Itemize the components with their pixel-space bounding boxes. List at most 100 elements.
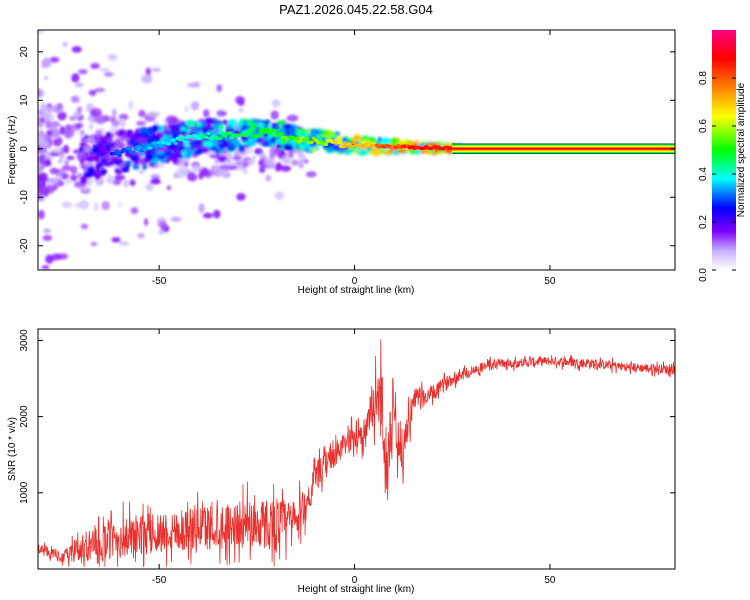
spectrogram-cell [101, 146, 106, 152]
spectrogram-noise-blob [254, 147, 264, 155]
spectrogram-noise-blob [45, 157, 51, 165]
spectrogram-cell [127, 129, 133, 134]
spectrogram-noise-blob [158, 229, 165, 235]
spectrogram-noise-blob [137, 232, 145, 239]
spectrogram-noise-blob [119, 241, 130, 246]
spectrogram-frame [37, 29, 676, 271]
spectrogram-noise-blob [45, 119, 51, 129]
spectrogram-cell [408, 148, 415, 152]
spectrogram-cell [96, 151, 107, 157]
spectrogram-cell [178, 131, 189, 135]
spectrogram-cell [414, 149, 421, 156]
spectrogram-noise-blob [64, 159, 70, 166]
spectrogram-cell [100, 158, 109, 162]
spectrogram-cell [298, 143, 305, 149]
spectrogram-cell [321, 134, 329, 138]
spectrogram-ridge-cell [294, 136, 301, 141]
spectrogram-noise-blob [94, 87, 106, 93]
spectrogram-noise-blob [41, 265, 50, 270]
spectrogram-noise-blob [235, 95, 245, 105]
spectrogram-noise-blob [57, 111, 67, 121]
spectrogram-noise-blob [42, 57, 52, 68]
spectrogram-cell [150, 133, 157, 141]
spectrogram-cell [85, 155, 96, 163]
spectrogram-noise-blob [271, 99, 281, 108]
spectrogram-noise-blob [79, 129, 86, 136]
spectrogram-noise-blob [69, 115, 77, 121]
spectrogram-noise-blob [216, 84, 223, 93]
spectrogram-cell [147, 127, 154, 135]
spectrogram-ylabel: Frequency (Hz) [7, 116, 18, 185]
spectrogram-cell [95, 134, 100, 143]
spectrogram-cell [295, 128, 306, 133]
spectrogram-cell [138, 136, 147, 143]
spectrogram-noise-blob [73, 149, 80, 154]
spectrogram-noise-blob [144, 218, 149, 227]
spectrogram-noise-blob [175, 168, 187, 179]
spectrogram-cell [380, 149, 386, 154]
spectrogram-ridge-cell [297, 139, 303, 144]
spectrogram-noise-blob [141, 74, 153, 84]
spectrogram-ridge-cell [116, 153, 122, 157]
spectrogram-ridge-cell [165, 142, 172, 146]
snr-xlabel: Height of straight line (km) [298, 584, 415, 595]
spectrogram-cell [120, 135, 126, 141]
spectrogram-noise-blob [216, 155, 228, 162]
spectrogram-noise-blob [99, 67, 110, 73]
spectrogram-cell [226, 124, 233, 129]
spectrogram-noise-blob [183, 161, 189, 168]
spectrogram-cell [221, 119, 230, 125]
spectrogram-cell [106, 144, 111, 150]
spectrogram-cell [83, 145, 92, 153]
spectrogram-noise-blob [71, 45, 82, 53]
spectrogram-cell [156, 150, 164, 155]
spectrogram-cell [174, 125, 181, 133]
spectrogram-ytick-label: -20 [19, 238, 30, 253]
spectrogram-cell [85, 169, 94, 178]
spectrogram-noise-blob [247, 159, 256, 166]
spectrogram-noise-blob [265, 174, 272, 182]
spectrogram-cell [144, 157, 150, 163]
spectrogram-noise-blob [46, 130, 53, 136]
spectrogram-cell [390, 137, 399, 145]
spectrogram-noise-blob [103, 71, 114, 77]
snr-ylabel: SNR (10 * v/v) [7, 417, 18, 481]
spectrogram-ridge-cell [271, 128, 277, 133]
spectrogram-noise-blob [241, 168, 249, 175]
spectrogram-noise-blob [287, 149, 294, 159]
spectrogram-cell [206, 121, 211, 129]
spectrogram-noise-blob [64, 178, 72, 185]
spectrogram-cell [151, 147, 156, 155]
spectrogram-ridge-cell [217, 136, 223, 141]
colorbar-label: Normalized spectral amplitude [736, 82, 747, 217]
spectrogram-cell [233, 139, 240, 143]
spectrogram-cell [126, 133, 136, 139]
spectrogram-noise-blob [270, 110, 279, 120]
spectrogram-noise-blob [75, 122, 84, 129]
spectrogram-ridge-cell [304, 137, 310, 141]
spectrogram-cell [377, 136, 382, 143]
spectrogram-noise-blob [280, 165, 292, 172]
spectrogram-cell [346, 148, 353, 153]
spectrogram-noise-blob [74, 82, 84, 88]
spectrogram-noise-blob [138, 169, 145, 175]
spectrogram-noise-blob [80, 186, 92, 192]
spectrogram-panel: -50 0 50 -20 -10 0 10 20 Height of straight lin… [7, 29, 676, 296]
spectrogram-noise-blob [184, 105, 189, 113]
spectrogram-noise-blob [170, 216, 182, 222]
spectrogram-noise-blob [51, 148, 63, 153]
spectrogram-noise-blob [88, 89, 97, 96]
spectrogram-cell [204, 117, 214, 126]
spectrogram-ytick-label: 10 [19, 94, 30, 106]
spectrogram-ridge-cell [154, 144, 160, 149]
spectrogram-noise-blob [90, 241, 98, 247]
spectrogram-xtick-label: -50 [152, 276, 167, 287]
spectrogram-cell [159, 125, 165, 133]
spectrogram-noise-blob [236, 192, 246, 201]
spectrogram-noise-blob [49, 56, 60, 63]
spectrogram-ridge-cell [226, 131, 233, 135]
spectrogram-ridge-cell [156, 141, 162, 145]
spectrogram-cell [371, 148, 382, 156]
spectrogram-cell [247, 138, 252, 142]
